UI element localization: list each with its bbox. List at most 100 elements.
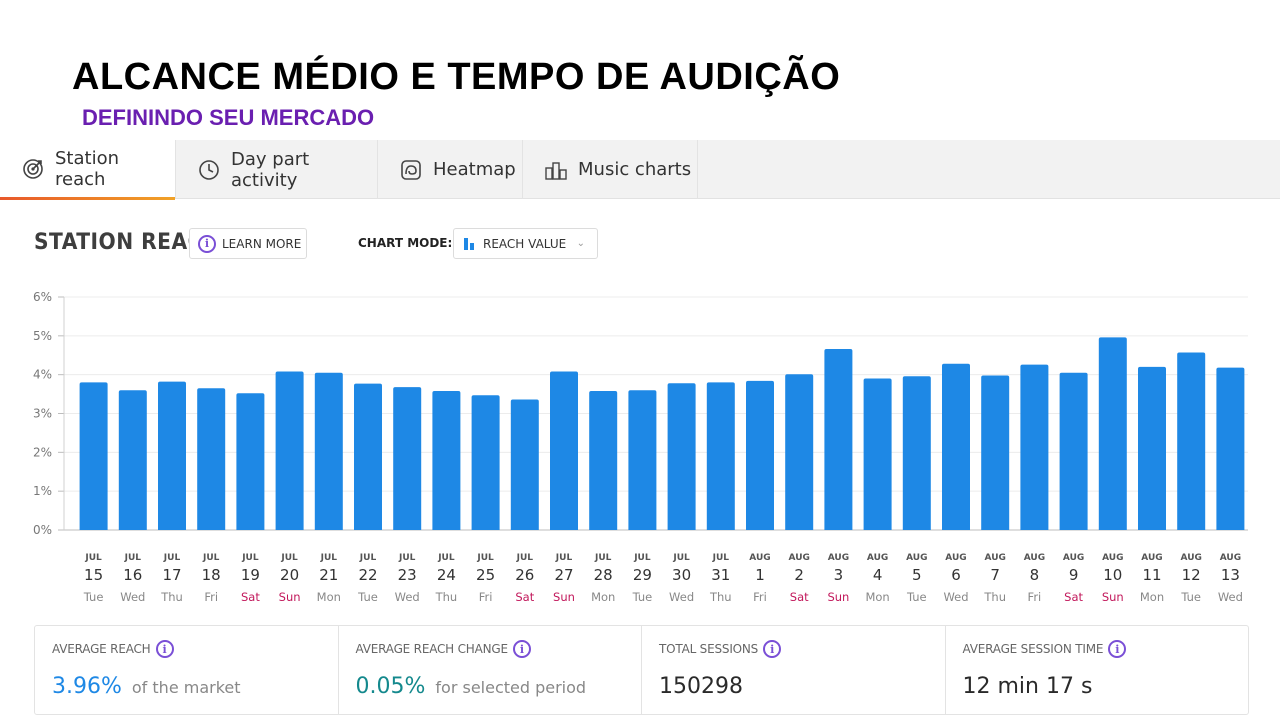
x-weekday-label: Sun: [553, 590, 575, 604]
x-weekday-label: Fri: [1028, 590, 1042, 604]
x-day-label: 28: [594, 566, 613, 584]
info-icon[interactable]: i: [155, 640, 174, 658]
tab-label: Heatmap: [433, 159, 516, 180]
x-day-label: 5: [912, 566, 922, 584]
stat-suffix: for selected period: [435, 678, 587, 697]
chart-bar: [981, 375, 1010, 530]
stat-total-sessions: TOTAL SESSIONS i 150298: [642, 626, 946, 714]
chart-bar: [667, 383, 696, 530]
chart-bar: [432, 390, 461, 530]
stat-label: AVERAGE SESSION TIME: [962, 642, 1104, 656]
chart-bar: [746, 380, 774, 530]
y-tick-label: 4%: [33, 368, 52, 382]
info-icon: i: [198, 234, 216, 253]
heatmap-icon: [400, 159, 422, 181]
x-day-label: 23: [398, 566, 417, 584]
chart-bar: [1098, 337, 1127, 530]
y-tick-label: 0%: [33, 523, 52, 537]
tab-heatmap[interactable]: Heatmap: [378, 140, 523, 199]
x-weekday-label: Mon: [591, 590, 615, 604]
tab-music-charts[interactable]: Music charts: [523, 140, 698, 199]
stat-label: AVERAGE REACH CHANGE: [355, 642, 509, 656]
x-month-label: AUG: [985, 553, 1006, 563]
x-day-label: 1: [755, 566, 765, 584]
x-weekday-label: Thu: [983, 590, 1006, 604]
x-weekday-label: Tue: [632, 590, 653, 604]
info-icon[interactable]: i: [512, 640, 531, 658]
x-month-label: JUL: [163, 553, 181, 563]
chart-bar: [1216, 367, 1245, 530]
chart-bar: [118, 390, 147, 530]
x-month-label: AUG: [867, 553, 888, 563]
x-day-label: 11: [1142, 566, 1161, 584]
chart-bar: [550, 371, 578, 530]
chart-bar: [942, 363, 970, 530]
x-day-label: 10: [1103, 566, 1122, 584]
x-day-label: 18: [202, 566, 221, 584]
x-month-label: AUG: [906, 553, 927, 563]
chart-bar: [197, 388, 226, 530]
x-day-label: 29: [633, 566, 652, 584]
chart-bar: [314, 372, 343, 530]
tab-label: Station reach: [55, 148, 119, 190]
stat-value: 0.05%: [355, 674, 426, 699]
learn-more-button[interactable]: i LEARN MORE: [189, 228, 307, 259]
x-weekday-label: Tue: [83, 590, 104, 604]
chart-mode-value: REACH VALUE: [483, 236, 567, 251]
x-weekday-label: Fri: [753, 590, 767, 604]
x-month-label: JUL: [124, 553, 142, 563]
x-month-label: JUL: [672, 553, 690, 563]
stat-value: 150298: [659, 674, 743, 699]
x-month-label: JUL: [398, 553, 416, 563]
chart-bar: [863, 378, 892, 530]
x-day-label: 27: [554, 566, 573, 584]
x-weekday-label: Fri: [204, 590, 218, 604]
x-weekday-label: Thu: [160, 590, 183, 604]
tab-station-reach[interactable]: Station reach: [0, 140, 176, 200]
x-month-label: JUL: [84, 553, 102, 563]
x-weekday-label: Wed: [1218, 590, 1243, 604]
chart-bar: [79, 382, 108, 530]
x-month-label: JUL: [280, 553, 298, 563]
x-day-label: 22: [358, 566, 377, 584]
x-month-label: AUG: [1102, 553, 1123, 563]
x-day-label: 2: [794, 566, 804, 584]
x-weekday-label: Mon: [1140, 590, 1164, 604]
chart-mode-select[interactable]: REACH VALUE ⌄: [453, 228, 598, 259]
chart-bar: [275, 371, 304, 530]
x-weekday-label: Sat: [241, 590, 260, 604]
x-weekday-label: Thu: [435, 590, 458, 604]
x-month-label: AUG: [789, 553, 810, 563]
x-month-label: JUL: [320, 553, 338, 563]
x-day-label: 31: [711, 566, 730, 584]
tab-day-part-activity[interactable]: Day part activity: [176, 140, 378, 199]
chart-bar: [236, 393, 265, 530]
x-day-label: 13: [1221, 566, 1240, 584]
chart-bar: [1177, 352, 1206, 530]
x-weekday-label: Wed: [120, 590, 145, 604]
x-day-label: 30: [672, 566, 691, 584]
chart-bar: [1020, 364, 1049, 530]
x-weekday-label: Tue: [357, 590, 378, 604]
stat-average-reach: AVERAGE REACH i 3.96% of the market: [35, 626, 339, 714]
x-month-label: JUL: [476, 553, 494, 563]
x-day-label: 25: [476, 566, 495, 584]
x-day-label: 15: [84, 566, 103, 584]
info-icon[interactable]: i: [1108, 640, 1127, 658]
y-tick-label: 1%: [33, 484, 52, 498]
chart-bar: [158, 381, 186, 530]
x-weekday-label: Sat: [1064, 590, 1083, 604]
info-icon[interactable]: i: [763, 640, 782, 658]
podium-icon: [545, 159, 567, 181]
chart-bar: [354, 383, 382, 530]
x-day-label: 16: [123, 566, 142, 584]
chart-bar: [628, 390, 657, 530]
y-tick-label: 6%: [33, 290, 52, 304]
x-month-label: AUG: [1141, 553, 1162, 563]
chart-bar: [1059, 372, 1088, 530]
x-month-label: AUG: [749, 553, 770, 563]
x-weekday-label: Sun: [827, 590, 849, 604]
x-weekday-label: Wed: [395, 590, 420, 604]
stats-row: AVERAGE REACH i 3.96% of the market AVERAG…: [34, 625, 1249, 715]
x-weekday-label: Fri: [479, 590, 493, 604]
